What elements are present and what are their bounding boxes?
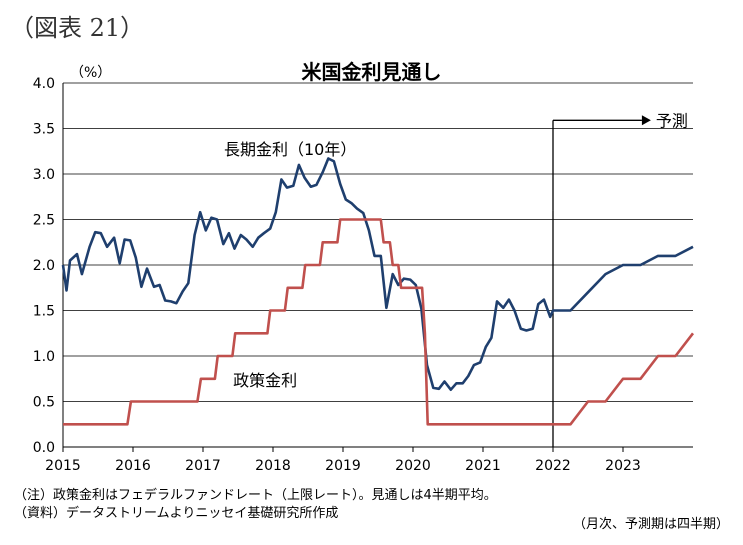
- x-tick-label: 2020: [395, 458, 431, 474]
- x-tick-label: 2018: [255, 458, 291, 474]
- policy-rate-line: [63, 218, 695, 426]
- footnote-frequency: （月次、予測期は四半期）: [572, 517, 729, 532]
- policy-rate-annotation: 政策金利: [233, 371, 297, 390]
- footnote-note: （注）政策金利はフェデラルファンドレート（上限レート）。見通しは4半期平均。: [14, 488, 497, 503]
- figure-label: （図表 21）: [10, 14, 145, 42]
- y-tick-label: 3.0: [33, 167, 55, 183]
- chart-title: 米国金利見通し: [301, 60, 442, 84]
- y-axis-unit: （%）: [70, 65, 112, 81]
- x-tick-label: 2015: [45, 458, 81, 474]
- y-tick-label: 1.0: [33, 349, 55, 365]
- x-tick-label: 2016: [115, 458, 151, 474]
- y-tick-label: 1.5: [33, 304, 55, 320]
- x-tick-label: 2019: [325, 458, 361, 474]
- y-tick-label: 2.0: [33, 258, 55, 274]
- x-tick-label: 2022: [535, 458, 571, 474]
- footnote-source: （資料）データストリームよりニッセイ基礎研究所作成: [14, 506, 339, 521]
- long-rate-annotation: 長期金利（10年）: [224, 140, 356, 159]
- x-tick-label: 2023: [605, 458, 641, 474]
- y-tick-label: 2.5: [33, 213, 55, 229]
- y-tick-label: 0.0: [33, 440, 55, 456]
- y-tick-label: 0.5: [33, 395, 55, 411]
- long-rate-line: [61, 157, 694, 391]
- y-tick-label: 4.0: [33, 76, 55, 92]
- forecast-arrowhead: [641, 115, 651, 126]
- x-tick-label: 2021: [465, 458, 501, 474]
- x-tick-label: 2017: [185, 458, 221, 474]
- forecast-label: 予測: [656, 111, 688, 130]
- y-tick-label: 3.5: [33, 122, 55, 138]
